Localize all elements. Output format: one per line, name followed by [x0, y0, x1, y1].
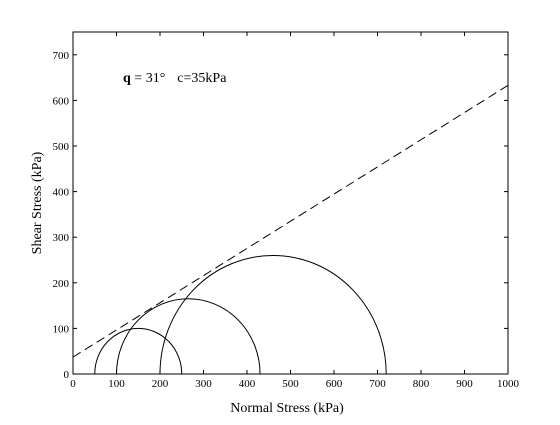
x-tick-label: 400 [239, 378, 256, 390]
x-tick-label: 800 [413, 378, 430, 390]
x-tick-label: 200 [152, 378, 169, 390]
mohr-circle [116, 298, 261, 375]
x-tick-label: 0 [70, 378, 76, 390]
x-axis-label: Normal Stress (kPa) [230, 401, 344, 416]
y-tick-label: 600 [53, 95, 70, 107]
x-tick-label: 100 [108, 378, 125, 390]
phi-value: = 31° [131, 71, 166, 86]
y-axis-label: Shear Stress (kPa) [30, 151, 45, 254]
y-tick-label: 500 [53, 141, 70, 153]
mohr-circle [94, 327, 183, 375]
phi-symbol: q [123, 71, 131, 86]
y-tick-label: 200 [53, 278, 70, 290]
y-tick-label: 100 [53, 323, 70, 335]
x-tick-label: 600 [326, 378, 343, 390]
cohesion-value: c=35kPa [177, 71, 227, 86]
x-tick-label: 1000 [497, 378, 520, 390]
y-tick-label: 400 [53, 187, 70, 199]
x-tick-label: 700 [369, 378, 386, 390]
x-tick-label: 500 [282, 378, 299, 390]
x-tick-label: 300 [195, 378, 212, 390]
x-axis-ticks: 0 100 200 300 400 500 600 700 800 900 1000 [70, 32, 520, 390]
x-tick-label: 900 [456, 378, 473, 390]
mohr-circles [94, 254, 387, 375]
failure-envelope-line [72, 84, 509, 358]
y-tick-label: 0 [64, 369, 70, 381]
y-axis-ticks: 0 100 200 300 400 500 600 700 [53, 50, 508, 381]
y-tick-label: 700 [53, 50, 70, 62]
y-tick-label: 300 [53, 232, 70, 244]
mohr-circle [159, 254, 387, 375]
annotation-text: q = 31° c=35kPa [123, 71, 227, 86]
